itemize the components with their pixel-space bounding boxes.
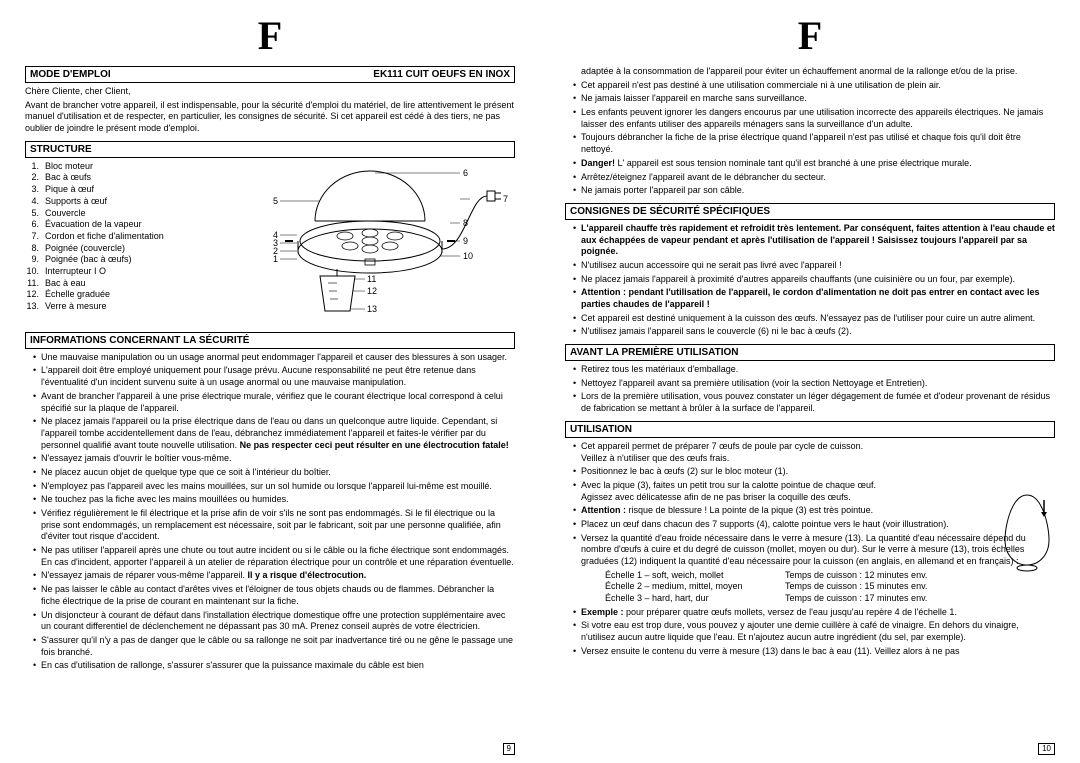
bullet-item: Ne placez aucun objet de quelque type qu… bbox=[33, 467, 515, 479]
section-safety-spec: CONSIGNES DE SÉCURITÉ SPÉCIFIQUES bbox=[565, 203, 1055, 220]
first-use-list: Retirez tous les matériaux d'emballage. N… bbox=[565, 364, 1055, 415]
bullet-item: L'appareil doit être employé uniquement … bbox=[33, 365, 515, 388]
bullet-item: N'essayez jamais d'ouvrir le boîtier vou… bbox=[33, 453, 515, 465]
svg-text:13: 13 bbox=[367, 304, 377, 314]
structure-item: 11.Bac à eau bbox=[25, 278, 225, 290]
structure-list: 1.Bloc moteur2.Bac à œufs3.Pique à œuf4.… bbox=[25, 161, 225, 313]
bullet-item: S'assurer qu'il n'y a pas de danger que … bbox=[33, 635, 515, 658]
intro-text: Avant de brancher votre appareil, il est… bbox=[25, 100, 515, 135]
structure-item: 13.Verre à mesure bbox=[25, 301, 225, 313]
svg-text:5: 5 bbox=[273, 196, 278, 206]
bullet-item: Vérifiez régulièrement le fil électrique… bbox=[33, 508, 515, 543]
bullet-item: Nettoyez l'appareil avant sa première ut… bbox=[573, 378, 1055, 390]
header-right: EK111 CUIT OEUFS EN INOX bbox=[373, 68, 510, 81]
bullet-item: Ne placez jamais l'appareil à proximité … bbox=[573, 274, 1055, 286]
page-right: F adaptée à la consommation de l'apparei… bbox=[540, 0, 1080, 763]
lang-letter: F bbox=[25, 10, 515, 62]
structure-item: 1.Bloc moteur bbox=[25, 161, 225, 173]
bullet-item: N'employez pas l'appareil avec les mains… bbox=[33, 481, 515, 493]
bullet-item: Attention : pendant l'utilisation de l'a… bbox=[573, 287, 1055, 310]
scale-row: Échelle 1 – soft, weich, molletTemps de … bbox=[605, 570, 1055, 582]
egg-illustration bbox=[1000, 490, 1055, 575]
bullet-item: N'utilisez aucun accessoire qui ne serai… bbox=[573, 260, 1055, 272]
structure-item: 12.Échelle graduée bbox=[25, 289, 225, 301]
bullet-item: N'essayez jamais de réparer vous-même l'… bbox=[33, 570, 515, 582]
structure-item: 10.Interrupteur I O bbox=[25, 266, 225, 278]
svg-text:6: 6 bbox=[463, 168, 468, 178]
bullet-item: Retirez tous les matériaux d'emballage. bbox=[573, 364, 1055, 376]
svg-text:12: 12 bbox=[367, 286, 377, 296]
structure-item: 8.Poignée (couvercle) bbox=[25, 243, 225, 255]
structure-item: 2.Bac à œufs bbox=[25, 172, 225, 184]
page-number: 10 bbox=[1038, 743, 1055, 755]
bullet-item: Ne touchez pas la fiche avec les mains m… bbox=[33, 494, 515, 506]
bullet-item: Cet appareil n'est pas destiné à une uti… bbox=[573, 80, 1055, 92]
bullet-item: Les enfants peuvent ignorer les dangers … bbox=[573, 107, 1055, 130]
scale-row: Échelle 3 – hard, hart, durTemps de cuis… bbox=[605, 593, 1055, 605]
greeting: Chère Cliente, cher Client, bbox=[25, 86, 515, 98]
bullet-item: Danger! L' appareil est sous tension nom… bbox=[573, 158, 1055, 170]
bullet-item: Cet appareil est destiné uniquement à la… bbox=[573, 313, 1055, 325]
bullet-item: Ne placez jamais l'appareil ou la prise … bbox=[33, 416, 515, 451]
bullet-item: Toujours débrancher la fiche de la prise… bbox=[573, 132, 1055, 155]
bullet-item: Lors de la première utilisation, vous po… bbox=[573, 391, 1055, 414]
bullet-item: Ne jamais laisser l'appareil en marche s… bbox=[573, 93, 1055, 105]
section-safety-info: INFORMATIONS CONCERNANT LA SÉCURITÉ bbox=[25, 332, 515, 349]
page-number: 9 bbox=[503, 743, 515, 755]
bullet-item: Versez la quantité d'eau froide nécessai… bbox=[573, 533, 1055, 568]
bullet-item: Versez ensuite le contenu du verre à mes… bbox=[573, 646, 1055, 658]
bullet-item: Arrêtez/éteignez l'appareil avant de le … bbox=[573, 172, 1055, 184]
diagram: 1 2 3 4 5 6 7 7 8 9 10 11 12 13 bbox=[225, 161, 515, 326]
scale-row: Échelle 2 – medium, mittel, moyenTemps d… bbox=[605, 581, 1055, 593]
svg-text:7: 7 bbox=[503, 194, 508, 204]
structure-item: 9.Poignée (bac à œufs) bbox=[25, 254, 225, 266]
structure-item: 3.Pique à œuf bbox=[25, 184, 225, 196]
page-left: F MODE D'EMPLOI EK111 CUIT OEUFS EN INOX… bbox=[0, 0, 540, 763]
bullet-item: Ne pas utiliser l'appareil après une chu… bbox=[33, 545, 515, 568]
lang-letter: F bbox=[565, 10, 1055, 62]
bullet-item: Positionnez le bac à œufs (2) sur le blo… bbox=[573, 466, 1055, 478]
bullet-item: Cet appareil permet de préparer 7 œufs d… bbox=[573, 441, 1055, 464]
bullet-item: adaptée à la consommation de l'appareil … bbox=[573, 66, 1055, 78]
structure-item: 6.Évacuation de la vapeur bbox=[25, 219, 225, 231]
header-left: MODE D'EMPLOI bbox=[30, 68, 111, 81]
bullet-item: Avec la pique (3), faites un petit trou … bbox=[573, 480, 1055, 503]
section-first-use: AVANT LA PREMIÈRE UTILISATION bbox=[565, 344, 1055, 361]
bullet-item: Ne pas laisser le câble au contact d'arê… bbox=[33, 584, 515, 607]
svg-text:10: 10 bbox=[463, 251, 473, 261]
bullet-item: En cas d'utilisation de rallonge, s'assu… bbox=[33, 660, 515, 672]
bullet-item: Ne jamais porter l'appareil par son câbl… bbox=[573, 185, 1055, 197]
header-bar: MODE D'EMPLOI EK111 CUIT OEUFS EN INOX bbox=[25, 66, 515, 83]
cooker-illustration: 1 2 3 4 5 6 7 7 8 9 10 11 12 13 bbox=[225, 161, 515, 326]
structure-wrap: 1.Bloc moteur2.Bac à œufs3.Pique à œuf4.… bbox=[25, 161, 515, 326]
bullet-item: Si votre eau est trop dure, vous pouvez … bbox=[573, 620, 1055, 643]
safety-info-continued: adaptée à la consommation de l'appareil … bbox=[565, 66, 1055, 197]
section-usage: UTILISATION bbox=[565, 421, 1055, 438]
bullet-item: L'appareil chauffe très rapidement et re… bbox=[573, 223, 1055, 258]
bullet-item: Exemple : pour préparer quatre œufs moll… bbox=[573, 607, 1055, 619]
structure-item: 4.Supports à œuf bbox=[25, 196, 225, 208]
bullet-item: Attention : risque de blessure ! La poin… bbox=[573, 505, 1055, 517]
bullet-item: Un disjoncteur à courant de défaut dans … bbox=[33, 610, 515, 633]
svg-text:8: 8 bbox=[463, 218, 468, 228]
section-structure: STRUCTURE bbox=[25, 141, 515, 158]
safety-spec-list: L'appareil chauffe très rapidement et re… bbox=[565, 223, 1055, 338]
safety-info-list: Une mauvaise manipulation ou un usage an… bbox=[25, 352, 515, 672]
svg-text:4: 4 bbox=[273, 230, 278, 240]
scale-table: Échelle 1 – soft, weich, molletTemps de … bbox=[605, 570, 1055, 605]
svg-text:11: 11 bbox=[367, 274, 376, 284]
structure-item: 7.Cordon et fiche d'alimentation bbox=[25, 231, 225, 243]
usage-list: Cet appareil permet de préparer 7 œufs d… bbox=[565, 441, 1055, 568]
bullet-item: Placez un œuf dans chacun des 7 supports… bbox=[573, 519, 1055, 531]
structure-item: 5.Couvercle bbox=[25, 208, 225, 220]
bullet-item: Une mauvaise manipulation ou un usage an… bbox=[33, 352, 515, 364]
svg-text:9: 9 bbox=[463, 236, 468, 246]
bullet-item: N'utilisez jamais l'appareil sans le cou… bbox=[573, 326, 1055, 338]
usage-list-b: Exemple : pour préparer quatre œufs moll… bbox=[565, 607, 1055, 658]
bullet-item: Avant de brancher l'appareil à une prise… bbox=[33, 391, 515, 414]
